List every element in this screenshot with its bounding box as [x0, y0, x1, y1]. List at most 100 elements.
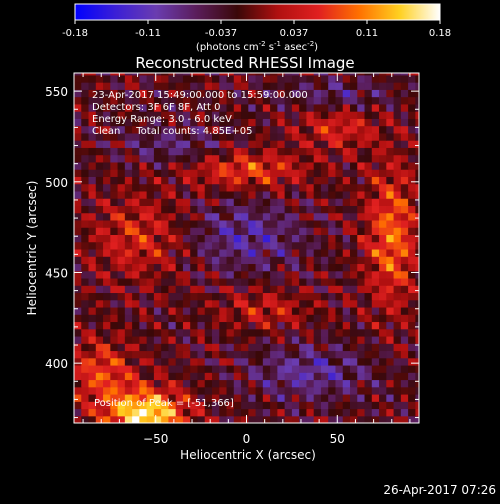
heatmap-cell: [146, 73, 155, 76]
heatmap-cell: [306, 205, 315, 214]
heatmap-cell: [124, 176, 133, 185]
heatmap-cell: [226, 227, 235, 235]
heatmap-cell: [350, 299, 358, 308]
heatmap-cell: [379, 299, 387, 308]
heatmap-cell: [328, 89, 337, 98]
heatmap-cell: [357, 147, 366, 156]
heatmap-cell: [393, 118, 402, 127]
heatmap-cell: [190, 176, 199, 185]
heatmap-cell: [212, 147, 220, 156]
heatmap-cell: [320, 140, 329, 148]
heatmap-cell: [400, 248, 409, 257]
heatmap-cell: [350, 256, 358, 265]
heatmap-cell: [357, 379, 366, 388]
heatmap-cell: [364, 219, 373, 228]
heatmap-cell: [306, 125, 315, 134]
heatmap-cell: [212, 299, 220, 308]
heatmap-image: [74, 73, 419, 423]
heatmap-cell: [328, 386, 337, 395]
heatmap-cell: [241, 147, 249, 156]
heatmap-cell: [88, 393, 97, 402]
heatmap-cell: [350, 74, 358, 83]
heatmap-cell: [197, 111, 206, 119]
heatmap-cell: [190, 190, 199, 199]
heatmap-cell: [153, 111, 162, 119]
heatmap-cell: [153, 82, 162, 90]
heatmap-cell: [393, 328, 402, 337]
heatmap-cell: [335, 328, 344, 337]
heatmap-cell: [168, 183, 177, 192]
heatmap-cell: [248, 205, 257, 214]
heatmap-cell: [146, 147, 155, 156]
heatmap-cell: [342, 161, 351, 170]
heatmap-cell: [241, 140, 249, 148]
heatmap-cell: [255, 270, 264, 279]
heatmap-cell: [153, 183, 162, 192]
heatmap-cell: [219, 132, 228, 141]
heatmap-cell: [175, 292, 184, 301]
heatmap-cell: [262, 292, 271, 301]
heatmap-cell: [233, 74, 242, 83]
heatmap-cell: [393, 372, 402, 381]
heatmap-cell: [255, 118, 264, 127]
heatmap-cell: [291, 343, 300, 352]
heatmap-cell: [88, 132, 97, 141]
heatmap-cell: [95, 386, 104, 395]
heatmap-cell: [81, 357, 90, 366]
heatmap-cell: [306, 219, 315, 228]
heatmap-cell: [241, 299, 249, 308]
heatmap-cell: [117, 212, 126, 221]
heatmap-cell: [182, 328, 191, 337]
heatmap-cell: [197, 176, 206, 185]
heatmap-cell: [95, 198, 104, 206]
heatmap-cell: [320, 270, 329, 279]
heatmap-cell: [132, 161, 140, 170]
heatmap-cell: [190, 343, 199, 352]
heatmap-cell: [400, 292, 409, 301]
heatmap-cell: [408, 161, 416, 170]
heatmap-cell: [241, 386, 249, 395]
heatmap-cell: [342, 415, 351, 423]
heatmap-cell: [190, 270, 199, 279]
heatmap-cell: [364, 132, 373, 141]
heatmap-cell: [291, 125, 300, 134]
heatmap-cell: [313, 132, 322, 141]
heatmap-cell: [277, 328, 286, 337]
heatmap-cell: [357, 328, 366, 337]
heatmap-cell: [124, 111, 133, 119]
heatmap-cell: [110, 219, 119, 228]
heatmap-cell: [306, 350, 315, 359]
heatmap-cell: [153, 74, 162, 83]
heatmap-cell: [219, 147, 228, 156]
heatmap-cell: [364, 248, 373, 257]
heatmap-cell: [313, 176, 322, 185]
heatmap-cell: [306, 306, 315, 315]
heatmap-cell: [74, 73, 82, 76]
heatmap-cell: [299, 415, 308, 423]
heatmap-cell: [233, 161, 242, 170]
heatmap-cell: [248, 103, 257, 112]
heatmap-cell: [284, 415, 293, 423]
heatmap-cell: [204, 103, 213, 112]
heatmap-cell: [262, 118, 271, 127]
heatmap-cell: [204, 73, 213, 76]
heatmap-cell: [313, 393, 322, 402]
heatmap-cell: [379, 364, 387, 373]
heatmap-cell: [197, 161, 206, 170]
heatmap-cell: [103, 364, 111, 373]
heatmap-cell: [320, 198, 329, 206]
heatmap-cell: [350, 393, 358, 402]
heatmap-cell: [320, 176, 329, 185]
heatmap-cell: [161, 393, 170, 402]
heatmap-cell: [204, 82, 213, 90]
heatmap-cell: [190, 205, 199, 214]
heatmap-cell: [400, 335, 409, 344]
heatmap-cell: [291, 89, 300, 98]
heatmap-cell: [335, 343, 344, 352]
heatmap-cell: [139, 82, 148, 90]
heatmap-cell: [146, 277, 155, 286]
heatmap-cell: [219, 212, 228, 221]
heatmap-cell: [132, 306, 140, 315]
heatmap-cell: [328, 415, 337, 423]
heatmap-cell: [219, 285, 228, 294]
